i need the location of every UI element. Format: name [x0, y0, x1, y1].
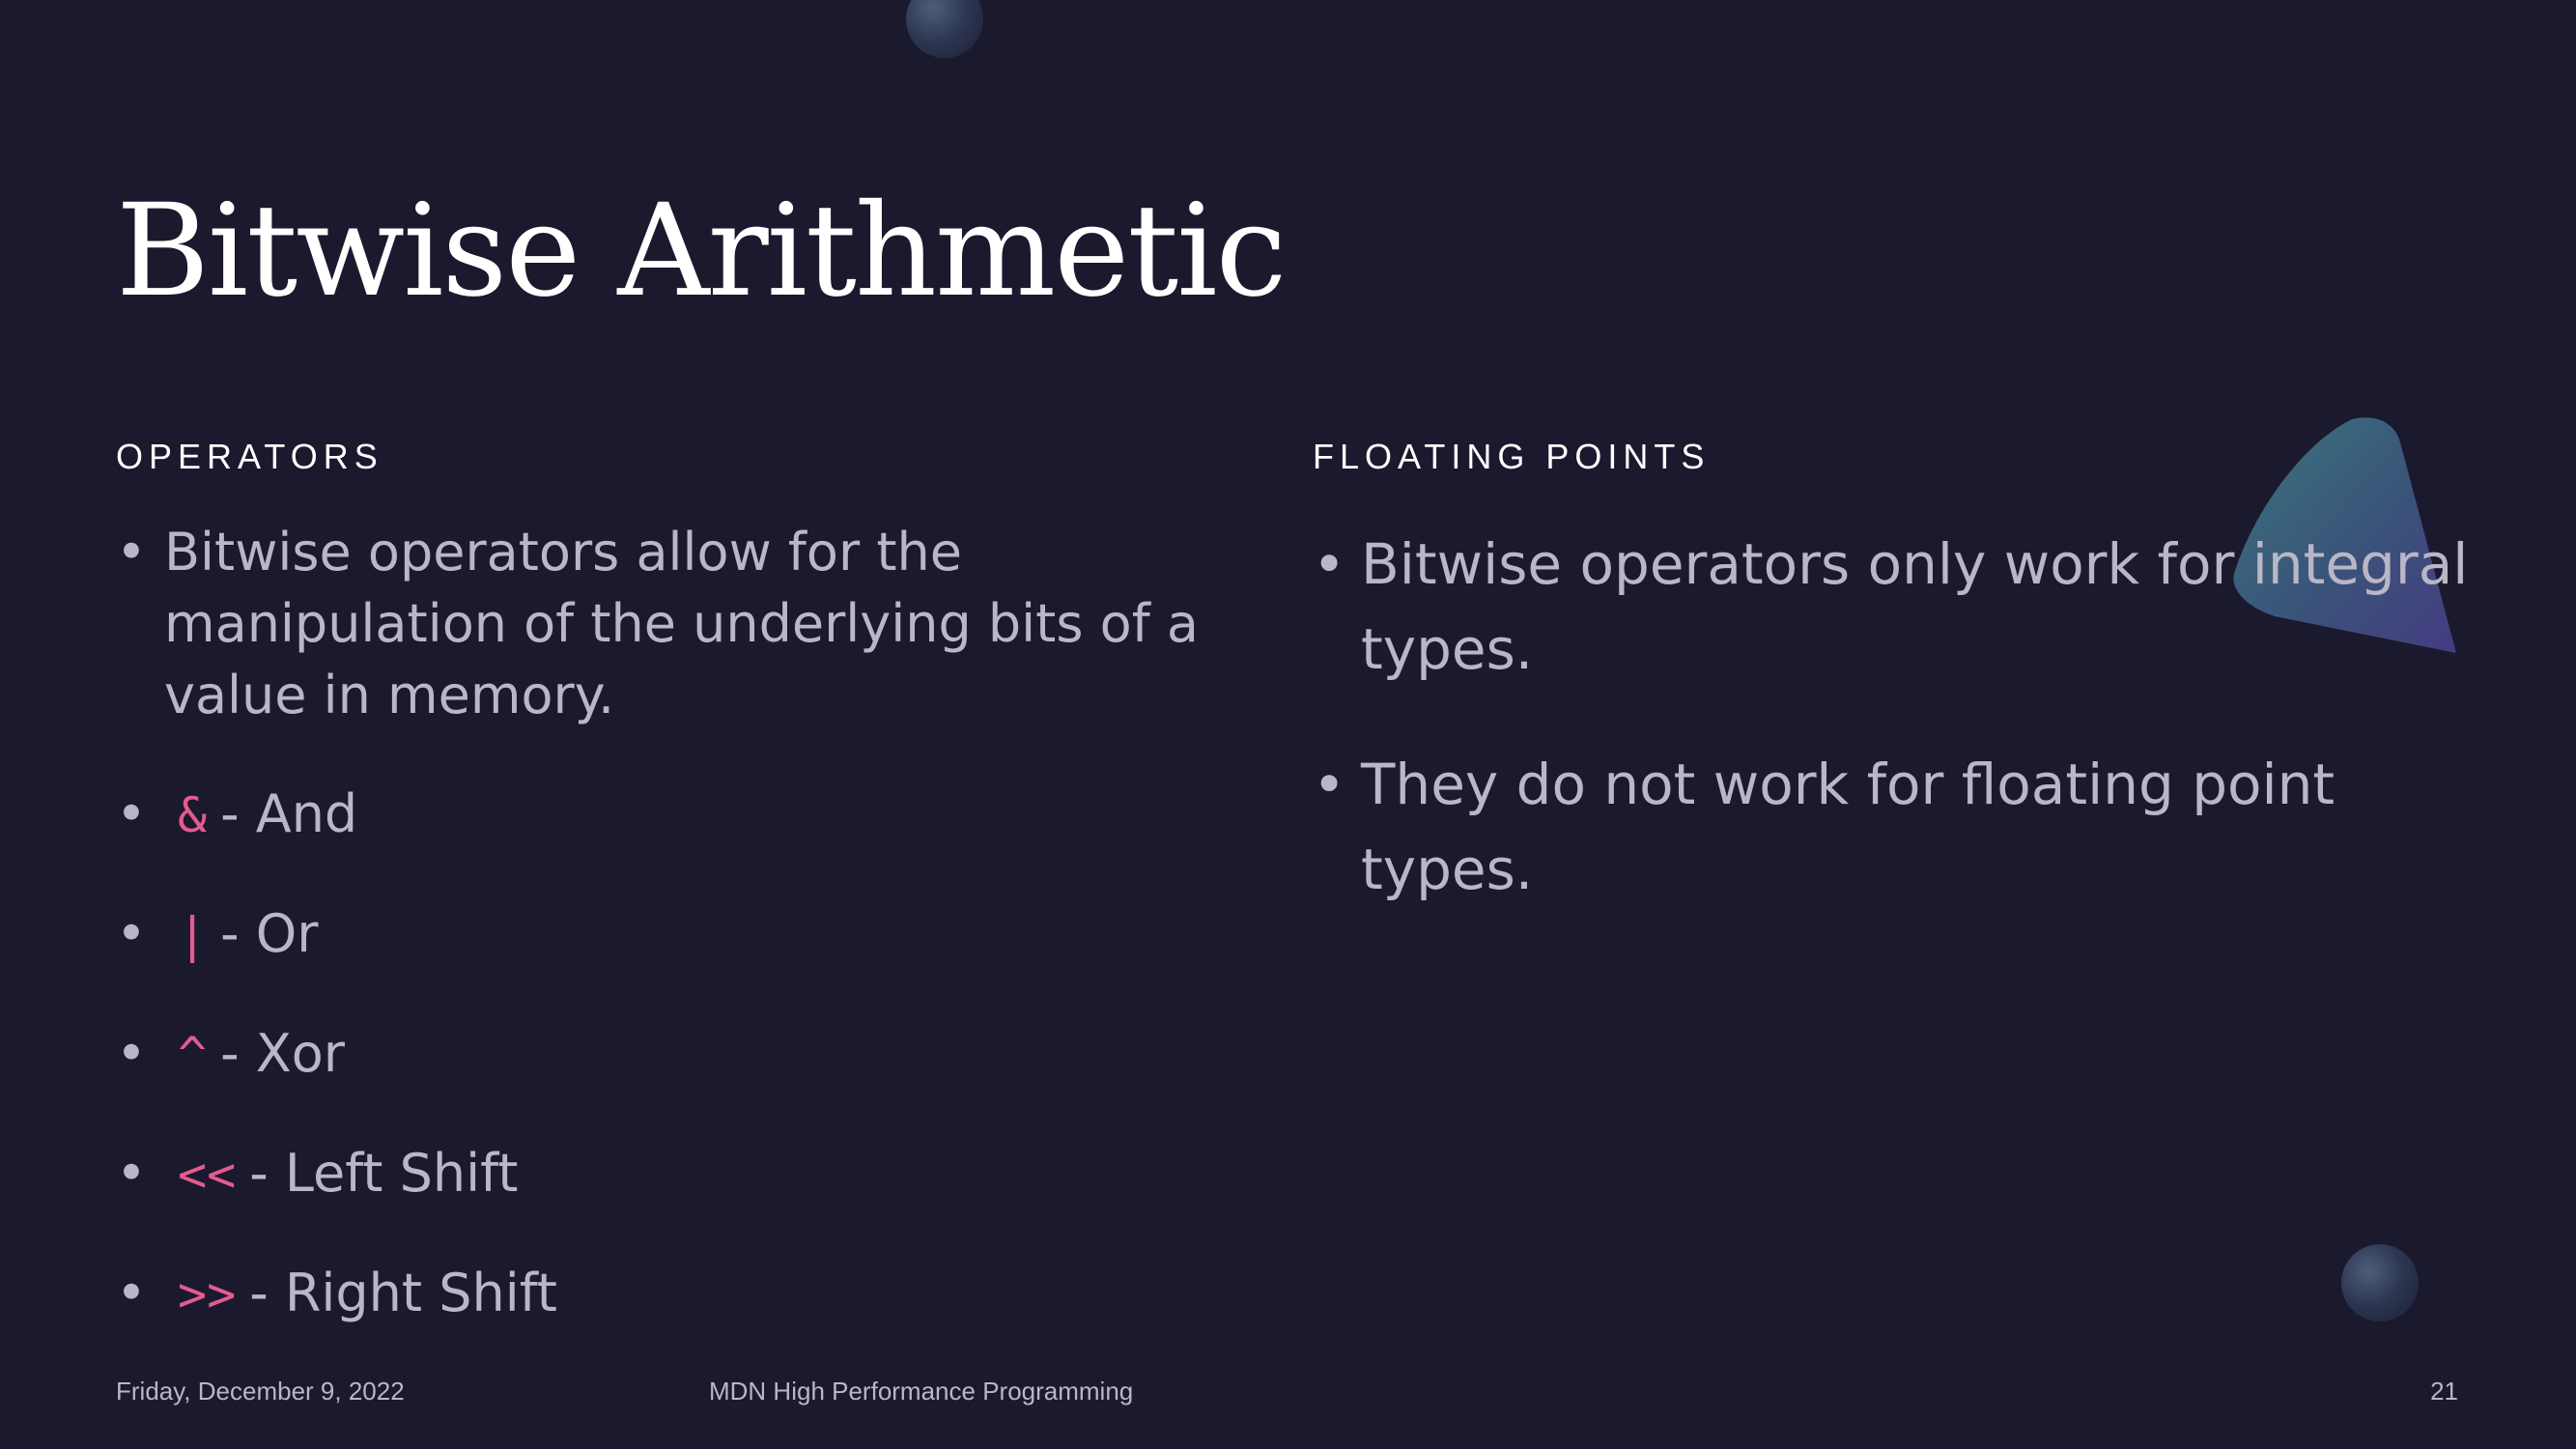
integral-text: Bitwise operators only work for integral…: [1361, 531, 2469, 682]
decorative-cone-shape: [2233, 417, 2456, 653]
footer-presentation-title: MDN High Performance Programming: [709, 1377, 1134, 1406]
operator-symbol-and: &: [178, 787, 208, 843]
operator-symbol-left-shift: <<: [178, 1147, 237, 1203]
operator-label-left-shift: - Left Shift: [249, 1143, 519, 1204]
operator-symbol-right-shift: >>: [178, 1266, 237, 1322]
list-item-intro: • Bitwise operators allow for the manipu…: [116, 517, 1275, 731]
bullet-dot: •: [116, 1263, 147, 1323]
floating-points-list: • Bitwise operators only work for integr…: [1313, 522, 2472, 962]
operators-list: • Bitwise operators allow for the manipu…: [116, 517, 1275, 1378]
operator-label-and: - And: [220, 783, 358, 844]
footer-date: Friday, December 9, 2022: [116, 1377, 405, 1406]
slide-title: Bitwise Arithmetic: [116, 177, 1287, 327]
list-item-right-shift: • >> - Right Shift: [116, 1258, 1275, 1330]
list-item-left-shift: • << - Left Shift: [116, 1138, 1275, 1210]
list-item-or: • | - Or: [116, 898, 1275, 971]
bullet-dot: •: [116, 1143, 147, 1204]
list-item-and: • & - And: [116, 779, 1275, 851]
footer-page-number: 21: [2430, 1377, 2458, 1406]
decorative-sphere-bottom: [2341, 1244, 2419, 1321]
floating-text: They do not work for floating point type…: [1361, 752, 2335, 902]
bullet-dot: •: [116, 1023, 147, 1084]
decorative-sphere-top: [906, 0, 983, 58]
bullet-dot: •: [1313, 531, 1346, 597]
operator-label-or: - Or: [220, 903, 319, 964]
bullet-dot: •: [116, 783, 147, 844]
operator-label-xor: - Xor: [220, 1023, 345, 1084]
bullet-dot: •: [116, 903, 147, 964]
operator-symbol-xor: ^: [178, 1027, 208, 1083]
list-item-floating: • They do not work for floating point ty…: [1313, 742, 2472, 912]
floating-points-heading: FLOATING POINTS: [1313, 437, 1711, 476]
list-item-xor: • ^ - Xor: [116, 1018, 1275, 1091]
bullet-dot: •: [1313, 752, 1346, 817]
list-item-integral: • Bitwise operators only work for integr…: [1313, 522, 2472, 692]
bullet-dot: •: [116, 522, 147, 582]
intro-text: Bitwise operators allow for the manipula…: [164, 522, 1199, 725]
operators-heading: OPERATORS: [116, 437, 383, 476]
operator-symbol-or: |: [178, 907, 208, 963]
operator-label-right-shift: - Right Shift: [249, 1263, 557, 1323]
